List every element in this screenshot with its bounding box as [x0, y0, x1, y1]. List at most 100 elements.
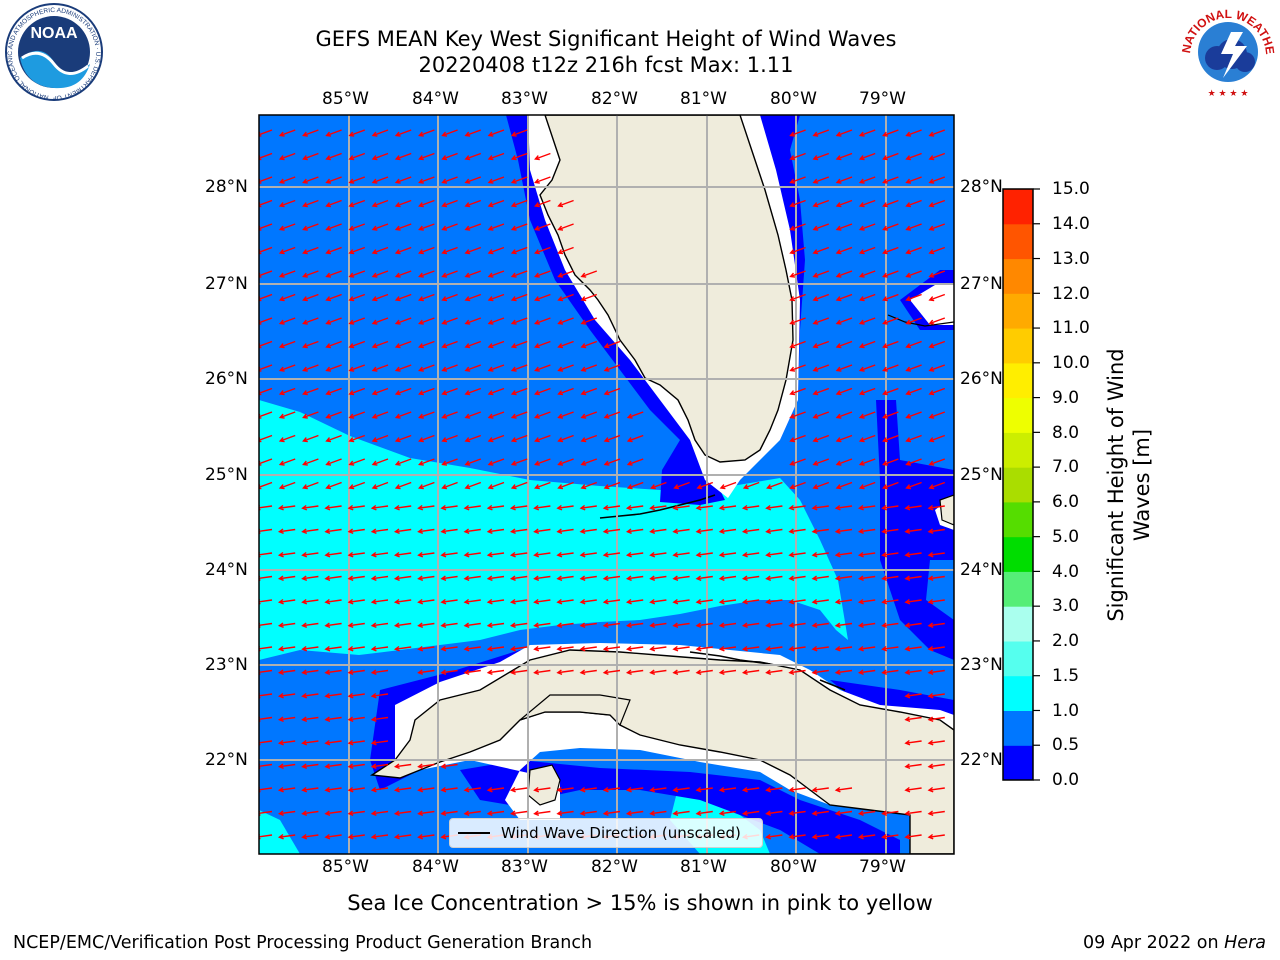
lat-label-right-22: 22°N [960, 750, 1003, 770]
wave-direction-arrow [259, 810, 273, 816]
wave-direction-arrow [259, 692, 273, 699]
wave-direction-arrow [534, 152, 551, 161]
wave-direction-arrow [302, 293, 319, 302]
wave-direction-arrow [278, 434, 296, 443]
wave-direction-arrow [277, 692, 296, 699]
wave-direction-arrow [347, 504, 365, 511]
wave-direction-arrow [348, 411, 366, 419]
colorbar-tick: 9.0 [1052, 388, 1080, 408]
wave-direction-arrow [881, 528, 899, 534]
wave-direction-arrow [324, 786, 342, 793]
wave-direction-arrow [765, 598, 783, 605]
wave-direction-arrow [509, 645, 528, 652]
wave-direction-arrow [812, 176, 830, 184]
wave-direction-arrow [440, 551, 458, 558]
lat-label-left-28: 28°N [205, 177, 248, 197]
wave-direction-arrow [766, 481, 783, 490]
lat-label-left-24: 24°N [205, 560, 248, 580]
wave-direction-arrow [486, 645, 505, 652]
wave-direction-arrow [905, 152, 922, 161]
wave-direction-arrow [811, 551, 829, 558]
wave-direction-arrow [464, 199, 482, 208]
wave-direction-arrow [928, 364, 946, 372]
wave-direction-arrow [812, 364, 830, 372]
wave-direction-arrow [509, 598, 528, 605]
wave-direction-arrow [371, 458, 389, 466]
wave-direction-arrow [927, 692, 945, 699]
wave-direction-arrow [625, 575, 644, 581]
wave-direction-arrow [812, 129, 830, 137]
wave-direction-arrow [858, 364, 876, 372]
wave-direction-arrow [259, 598, 273, 605]
wave-direction-arrow [765, 551, 783, 558]
wave-direction-arrow [464, 293, 482, 302]
wave-direction-arrow [370, 551, 389, 558]
wave-direction-arrow [302, 129, 319, 137]
wave-direction-arrow [510, 434, 528, 443]
wind-wave-arrows [259, 129, 946, 840]
wave-direction-arrow [789, 387, 806, 396]
wave-direction-arrow [440, 598, 458, 605]
footer-producer: NCEP/EMC/Verification Post Processing Pr… [13, 933, 593, 953]
wave-direction-arrow [325, 293, 342, 302]
colorbar-segment [1003, 745, 1033, 781]
wave-direction-arrow [325, 176, 342, 184]
wave-direction-arrow [882, 293, 899, 302]
wave-direction-arrow [649, 598, 667, 605]
wave-direction-arrow [348, 317, 366, 325]
wave-direction-arrow [580, 458, 598, 466]
svg-text:★ ★ ★ ★: ★ ★ ★ ★ [1208, 89, 1249, 99]
wave-direction-arrow [858, 129, 876, 137]
colorbar-label: Significant Height of Wind Waves [m] [1103, 325, 1155, 645]
wave-direction-arrow [302, 481, 319, 490]
wave-direction-arrow [858, 246, 876, 255]
wave-direction-arrow [393, 598, 412, 605]
wave-direction-arrow [418, 293, 435, 302]
wave-direction-arrow [695, 528, 713, 534]
wave-direction-arrow [695, 810, 713, 816]
wave-direction-arrow [765, 575, 783, 581]
wave-direction-arrow [534, 458, 551, 466]
wave-direction-arrow [927, 786, 945, 793]
wave-direction-arrow [348, 434, 366, 443]
noaa-logo: NOAA NATIONAL OCEANIC AND ATMOSPHERIC AD… [2, 2, 103, 101]
lat-label-right-27: 27°N [960, 274, 1003, 294]
wave-direction-arrow [625, 786, 644, 793]
wave-direction-arrow [905, 293, 922, 302]
wave-direction-arrow [835, 434, 853, 443]
wave-direction-arrow [417, 598, 435, 605]
wave-direction-arrow [882, 387, 899, 396]
wave-direction-arrow [441, 364, 458, 372]
lon-label-top-83: 83°W [501, 89, 548, 109]
wave-direction-arrow [857, 528, 876, 534]
wave-direction-arrow [882, 246, 899, 255]
wave-direction-arrow [324, 716, 342, 722]
wave-direction-arrow [904, 739, 922, 746]
wave-direction-arrow [418, 434, 435, 443]
wave-direction-arrow [440, 645, 458, 652]
wave-direction-arrow [278, 411, 296, 419]
wave-direction-arrow [534, 199, 551, 208]
wave-direction-arrow [487, 176, 505, 184]
wave-direction-arrow [325, 340, 342, 349]
wave-direction-arrow [464, 270, 482, 278]
wave-direction-arrow [301, 786, 319, 793]
wave-direction-arrow [905, 317, 922, 325]
wave-direction-arrow [789, 293, 806, 302]
lon-label-top-84: 84°W [412, 89, 459, 109]
wave-direction-arrow [905, 434, 922, 443]
wave-direction-arrow [325, 129, 342, 137]
wave-direction-arrow [347, 669, 365, 675]
wave-direction-arrow [347, 786, 365, 793]
wave-direction-arrow [441, 223, 458, 231]
wave-direction-arrow [301, 669, 319, 675]
wave-direction-arrow [579, 598, 597, 605]
wave-direction-arrow [625, 669, 644, 675]
wave-direction-arrow [625, 528, 644, 534]
wave-direction-arrow [905, 458, 922, 466]
wave-direction-arrow [881, 598, 899, 605]
footer-date-text: 09 Apr 2022 on [1083, 933, 1225, 953]
wave-direction-arrow [417, 786, 435, 793]
wave-direction-arrow [765, 528, 783, 534]
wave-direction-arrow [858, 458, 876, 466]
